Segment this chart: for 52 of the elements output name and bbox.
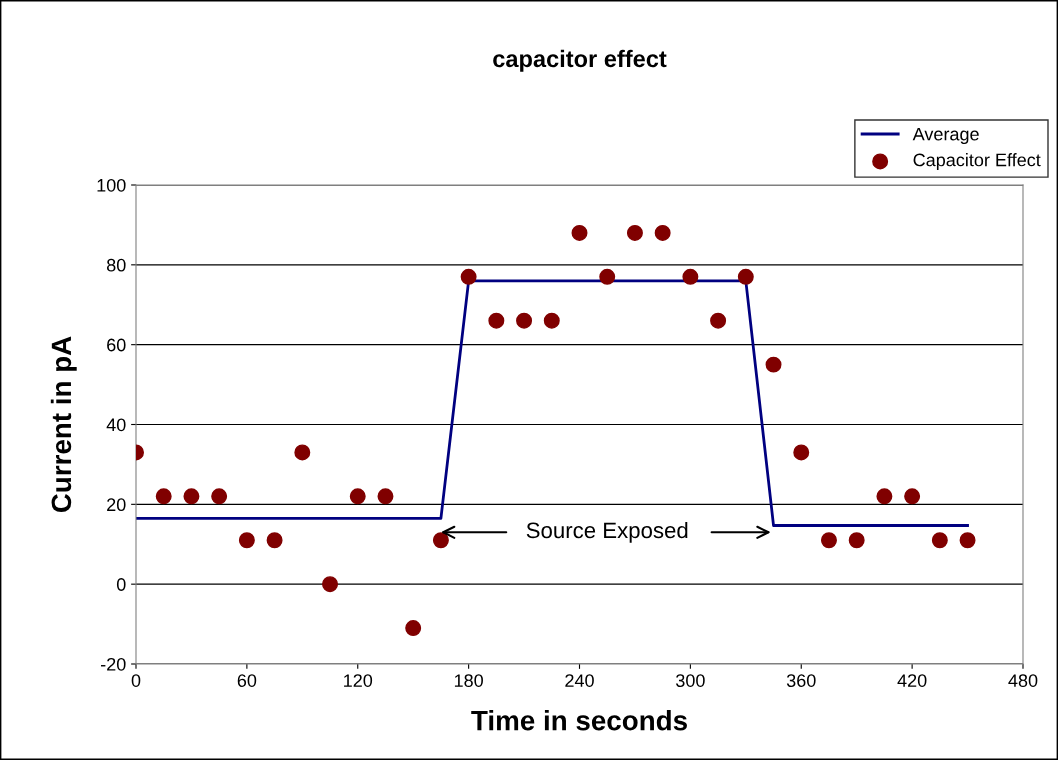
point bbox=[626, 224, 643, 241]
x-tick-label: 60 bbox=[237, 674, 257, 687]
point bbox=[820, 532, 837, 549]
point bbox=[322, 576, 339, 593]
legend-label: Average bbox=[912, 127, 979, 145]
point bbox=[266, 532, 283, 549]
x-tick-label: 300 bbox=[676, 674, 705, 687]
point bbox=[599, 268, 616, 285]
point bbox=[405, 620, 422, 637]
y-tick-label: 80 bbox=[106, 258, 126, 272]
y-tick-label: 20 bbox=[107, 498, 126, 512]
point bbox=[516, 312, 533, 329]
point bbox=[294, 444, 311, 461]
x-tick-label: 420 bbox=[897, 674, 927, 687]
x-tick-label: 0 bbox=[131, 674, 141, 687]
point bbox=[848, 532, 865, 549]
point bbox=[876, 488, 893, 505]
point bbox=[488, 312, 505, 329]
point bbox=[377, 488, 394, 505]
y-tick-label: 100 bbox=[97, 178, 126, 192]
point bbox=[904, 488, 921, 505]
point bbox=[571, 224, 588, 241]
annotation: Source Exposed bbox=[526, 521, 688, 543]
x-tick-label: 120 bbox=[344, 674, 373, 687]
point bbox=[682, 268, 699, 285]
point bbox=[793, 444, 810, 461]
chart-title: capacitor effect bbox=[493, 49, 667, 72]
point bbox=[765, 356, 782, 373]
point bbox=[737, 268, 754, 285]
point bbox=[460, 268, 477, 285]
point bbox=[349, 488, 366, 505]
point bbox=[155, 488, 172, 505]
x-axis-title: Time in seconds bbox=[471, 710, 687, 731]
y-tick-label: 0 bbox=[116, 578, 126, 591]
point bbox=[543, 312, 560, 329]
x-tick-label: 480 bbox=[1008, 674, 1038, 687]
x-tick-label: 240 bbox=[565, 674, 594, 687]
x-tick-label: 180 bbox=[454, 674, 483, 687]
point bbox=[432, 532, 449, 549]
point bbox=[710, 312, 727, 329]
point bbox=[183, 488, 200, 505]
point bbox=[931, 532, 948, 549]
y-tick-label: -20 bbox=[100, 657, 126, 671]
y-tick-label: 40 bbox=[106, 418, 126, 432]
point bbox=[654, 224, 671, 241]
y-tick-label: 60 bbox=[107, 338, 126, 352]
x-tick-label: 360 bbox=[786, 674, 816, 687]
y-axis-title: Current in pA bbox=[50, 336, 77, 513]
point bbox=[238, 532, 255, 549]
legend-label: Capacitor Effect bbox=[913, 153, 1041, 170]
point bbox=[959, 532, 976, 549]
point bbox=[211, 488, 228, 505]
